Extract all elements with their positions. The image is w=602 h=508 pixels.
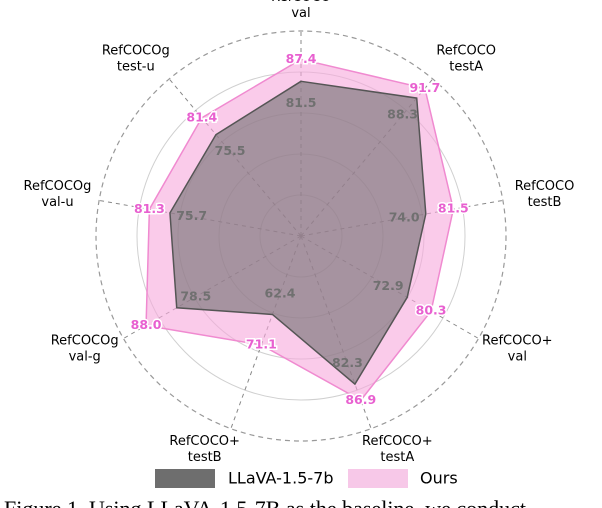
value-label: 87.4 bbox=[286, 51, 317, 66]
value-label: 88.3 bbox=[387, 106, 418, 121]
axis-label: RefCOCO+ testA bbox=[362, 434, 433, 465]
value-label: 88.0 bbox=[131, 317, 162, 332]
axis-label-line: val bbox=[291, 6, 310, 21]
axis-label: RefCOCOg val-u bbox=[24, 179, 92, 210]
axis-label: RefCOCO+ val bbox=[482, 334, 553, 365]
axis-label-line: RefCOCOg bbox=[51, 334, 119, 349]
axis-label: RefCOCOg test-u bbox=[102, 44, 170, 75]
value-label: 74.0 bbox=[389, 209, 420, 224]
axis-label-line: RefCOCO bbox=[515, 179, 575, 194]
axis-label-line: val-u bbox=[41, 195, 73, 210]
value-label: 81.4 bbox=[186, 109, 217, 124]
axis-label-line: testB bbox=[188, 450, 222, 465]
value-label: 80.3 bbox=[416, 303, 447, 318]
value-label: 71.1 bbox=[246, 336, 277, 351]
axis-label-line: RefCOCO bbox=[436, 44, 496, 59]
axis-label-line: testA bbox=[380, 450, 414, 465]
axis-label: RefCOCOg val-g bbox=[51, 334, 119, 365]
axis-label-line: testA bbox=[449, 60, 483, 75]
axis-label: RefCOCO testA bbox=[436, 44, 496, 75]
axis-label: RefCOCOval bbox=[271, 0, 331, 21]
axis-label-line: RefCOCO+ bbox=[362, 434, 433, 449]
axis-label-line: RefCOCO+ bbox=[482, 334, 553, 349]
axis-label-line: val-g bbox=[69, 350, 101, 365]
legend-label: Ours bbox=[420, 469, 458, 488]
axis-label-line: test-u bbox=[117, 60, 155, 75]
axis-label-line: RefCOCOg bbox=[24, 179, 92, 194]
value-label: 86.9 bbox=[345, 392, 376, 407]
series-area bbox=[169, 80, 427, 386]
axis-label-line: RefCOCOg bbox=[102, 44, 170, 59]
value-label: 81.5 bbox=[286, 95, 317, 110]
value-label: 75.7 bbox=[176, 208, 207, 223]
plot-area bbox=[145, 58, 455, 402]
value-label: 81.5 bbox=[438, 201, 469, 216]
value-label: 75.5 bbox=[215, 143, 246, 158]
legend-label: LLaVA-1.5-7b bbox=[228, 469, 333, 488]
value-label: 82.3 bbox=[332, 355, 363, 370]
axis-label-line: RefCOCO+ bbox=[169, 434, 240, 449]
value-label: 78.5 bbox=[180, 288, 211, 303]
labels: RefCOCOvalRefCOCOtestARefCOCOtestBRefCOC… bbox=[24, 0, 575, 465]
outer-ring bbox=[95, 30, 507, 442]
axis-label-line: RefCOCO bbox=[271, 0, 331, 5]
value-label: 81.3 bbox=[134, 201, 165, 216]
value-label: 91.7 bbox=[409, 80, 440, 95]
axis-label-line: testB bbox=[528, 195, 562, 210]
axis-label: RefCOCO+ testB bbox=[169, 434, 240, 465]
caption: Figure 1. Using LLaVA-1.5-7B as the base… bbox=[4, 496, 526, 508]
axis-label-line: val bbox=[508, 350, 527, 365]
value-label: 62.4 bbox=[265, 285, 296, 300]
axis-label: RefCOCO testB bbox=[515, 179, 575, 210]
legend-swatch bbox=[348, 469, 408, 488]
value-label: 72.9 bbox=[373, 278, 404, 293]
legend-swatch bbox=[155, 469, 215, 488]
